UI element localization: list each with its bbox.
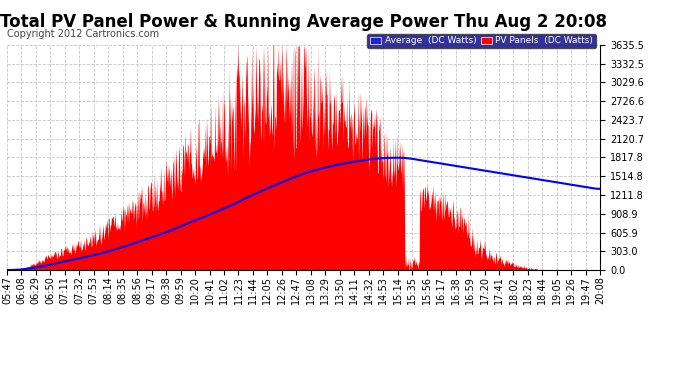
Text: Total PV Panel Power & Running Average Power Thu Aug 2 20:08: Total PV Panel Power & Running Average P… — [0, 13, 607, 31]
Text: Copyright 2012 Cartronics.com: Copyright 2012 Cartronics.com — [7, 29, 159, 39]
Legend: Average  (DC Watts), PV Panels  (DC Watts): Average (DC Watts), PV Panels (DC Watts) — [368, 34, 595, 48]
